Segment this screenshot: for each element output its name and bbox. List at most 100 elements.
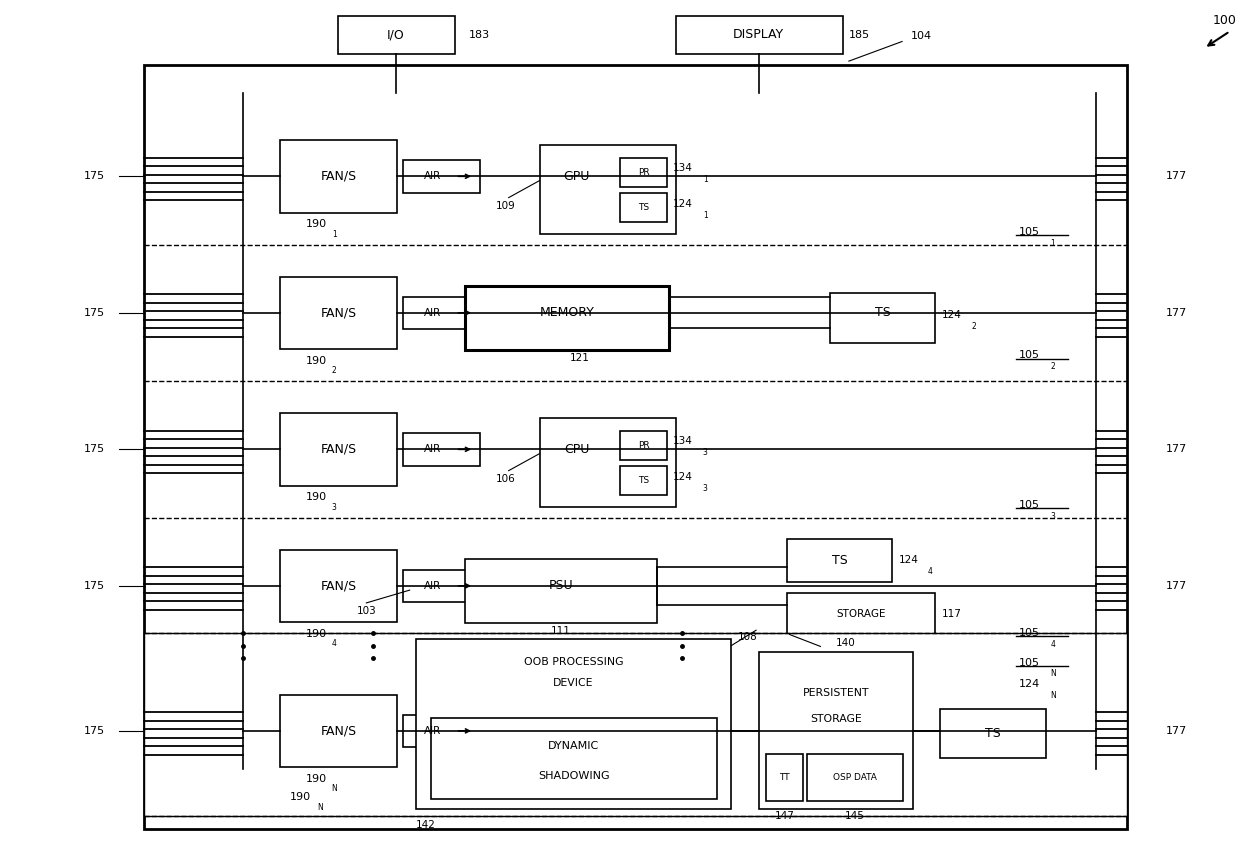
Bar (759, 651, 913, 810)
Bar (787, 592, 935, 635)
Text: AIR: AIR (424, 308, 441, 318)
Text: 105: 105 (1018, 657, 1039, 668)
Text: 142: 142 (415, 820, 435, 829)
Text: 177: 177 (1166, 726, 1188, 736)
Text: 4: 4 (1050, 639, 1055, 649)
Bar (620, 158, 667, 187)
Text: 140: 140 (836, 638, 856, 648)
Text: FAN/S: FAN/S (320, 580, 357, 592)
Text: STORAGE: STORAGE (810, 715, 862, 724)
Text: 109: 109 (496, 201, 516, 211)
Text: PR: PR (637, 442, 650, 450)
Text: 4: 4 (332, 639, 336, 648)
Text: 134: 134 (673, 436, 693, 446)
Text: DISPLAY: DISPLAY (733, 28, 784, 41)
Text: 183: 183 (469, 30, 490, 39)
Text: 124: 124 (941, 311, 961, 320)
Text: 117: 117 (941, 609, 961, 619)
Text: 105: 105 (1018, 227, 1039, 237)
Text: 4: 4 (928, 567, 932, 576)
Bar (280, 413, 397, 485)
Text: 177: 177 (1166, 444, 1188, 455)
Text: 175: 175 (83, 581, 104, 591)
Bar (430, 718, 717, 800)
Text: 1: 1 (703, 211, 708, 220)
Text: 111: 111 (552, 626, 572, 636)
Bar (403, 296, 480, 329)
Text: 124: 124 (1018, 679, 1039, 689)
Bar (620, 466, 667, 495)
Text: 134: 134 (673, 163, 693, 173)
Text: AIR: AIR (424, 581, 441, 591)
Text: FAN/S: FAN/S (320, 306, 357, 319)
Bar (676, 16, 843, 54)
Text: 3: 3 (703, 484, 708, 493)
Bar (144, 633, 1127, 817)
Text: DYNAMIC: DYNAMIC (548, 741, 599, 752)
Text: 3: 3 (703, 448, 708, 456)
Bar (766, 754, 804, 801)
Bar (940, 709, 1045, 758)
Text: 121: 121 (570, 353, 590, 363)
Text: SHADOWING: SHADOWING (538, 771, 609, 782)
Text: 105: 105 (1018, 350, 1039, 360)
Bar (807, 754, 903, 801)
Bar (403, 433, 480, 466)
Bar (465, 286, 670, 349)
Text: 177: 177 (1166, 581, 1188, 591)
Text: FAN/S: FAN/S (320, 724, 357, 737)
Text: AIR: AIR (424, 444, 441, 455)
Bar (280, 140, 397, 212)
Text: 108: 108 (738, 632, 758, 642)
Bar (831, 294, 935, 342)
Text: 103: 103 (356, 606, 376, 616)
Text: MEMORY: MEMORY (539, 306, 595, 319)
Text: 190: 190 (305, 492, 327, 502)
Text: N: N (317, 804, 322, 812)
Text: PSU: PSU (549, 580, 574, 592)
Text: 104: 104 (910, 31, 932, 40)
Text: PERSISTENT: PERSISTENT (802, 687, 869, 698)
Text: TS: TS (875, 306, 890, 319)
Text: 124: 124 (673, 473, 693, 483)
Bar (403, 715, 480, 747)
Bar (620, 193, 667, 222)
Text: PR: PR (637, 169, 650, 177)
Text: OSP DATA: OSP DATA (833, 773, 877, 782)
Text: TT: TT (779, 773, 790, 782)
Text: 190: 190 (305, 356, 327, 366)
Text: STORAGE: STORAGE (837, 609, 887, 619)
Text: 147: 147 (775, 811, 795, 821)
Bar (280, 276, 397, 349)
Text: FAN/S: FAN/S (320, 169, 357, 183)
Bar (539, 145, 676, 235)
Text: AIR: AIR (424, 171, 441, 181)
Text: 175: 175 (83, 444, 104, 455)
Text: 177: 177 (1166, 308, 1188, 318)
Bar (280, 550, 397, 622)
Text: 185: 185 (849, 30, 870, 39)
Bar (403, 160, 480, 193)
Text: 105: 105 (1018, 500, 1039, 510)
Bar (144, 65, 1127, 829)
Text: 1: 1 (703, 175, 708, 183)
Text: 177: 177 (1166, 171, 1188, 181)
Text: 105: 105 (1018, 627, 1039, 638)
Text: GPU: GPU (563, 169, 590, 183)
Text: 145: 145 (846, 811, 866, 821)
Bar (539, 418, 676, 508)
Text: 124: 124 (898, 556, 919, 565)
Text: 190: 190 (305, 629, 327, 639)
Text: 2: 2 (332, 366, 336, 375)
Text: N: N (332, 784, 337, 794)
Text: 124: 124 (673, 199, 693, 210)
Bar (787, 539, 893, 581)
Text: AIR: AIR (424, 726, 441, 736)
Text: 1: 1 (332, 229, 336, 239)
Bar (465, 559, 657, 622)
Text: 100: 100 (1213, 14, 1236, 27)
Text: 1: 1 (1050, 239, 1055, 247)
Text: 175: 175 (83, 308, 104, 318)
Text: TS: TS (637, 203, 649, 211)
Text: 106: 106 (496, 474, 516, 484)
